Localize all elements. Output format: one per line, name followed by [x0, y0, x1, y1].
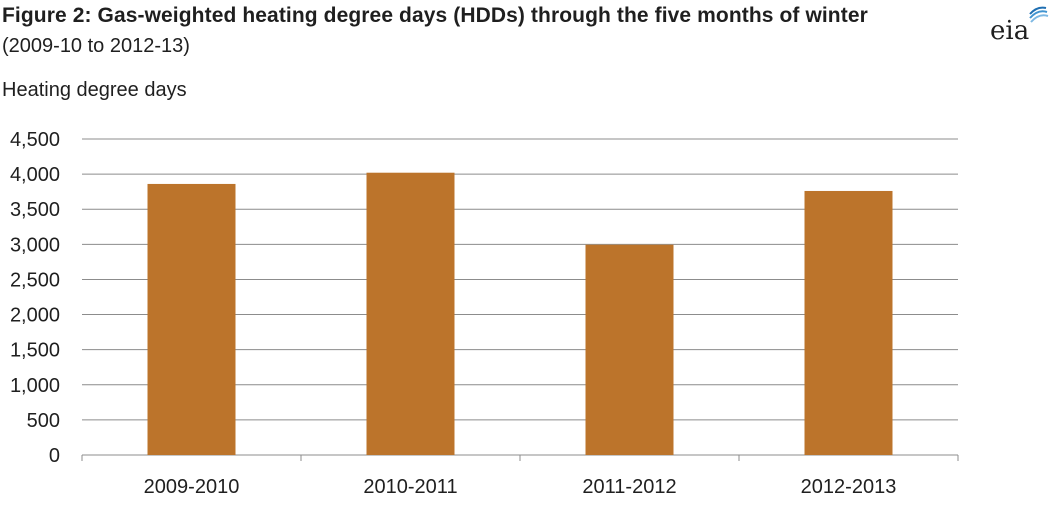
chart-subtitle: (2009-10 to 2012-13) [2, 35, 190, 57]
bar [147, 183, 236, 456]
y-tick-label: 2,500 [10, 269, 60, 291]
y-tick-label: 3,000 [10, 234, 60, 256]
bar [366, 172, 455, 455]
y-tick-label: 4,000 [10, 164, 60, 186]
y-tick-label: 1,500 [10, 340, 60, 362]
x-tick-label: 2010-2011 [363, 476, 457, 498]
x-tick-label: 2009-2010 [144, 476, 240, 498]
y-tick-label: 2,000 [10, 305, 60, 327]
y-axis-label: Heating degree days [2, 79, 187, 101]
bar [804, 190, 893, 455]
y-tick-label: 0 [49, 445, 60, 467]
y-tick-label: 1,000 [10, 375, 60, 397]
bar [585, 244, 674, 455]
x-tick-label: 2012-2013 [801, 476, 897, 498]
chart-title: Figure 2: Gas-weighted heating degree da… [2, 4, 868, 27]
eia-logo-text: eia [990, 16, 1030, 46]
x-tick-label: 2011-2012 [582, 476, 676, 498]
y-tick-label: 3,500 [10, 199, 60, 221]
eia-logo: eia [990, 4, 1050, 48]
y-tick-label: 4,500 [10, 129, 60, 151]
y-tick-label: 500 [27, 410, 60, 432]
eia-logo-swoosh-icon [1029, 6, 1049, 23]
